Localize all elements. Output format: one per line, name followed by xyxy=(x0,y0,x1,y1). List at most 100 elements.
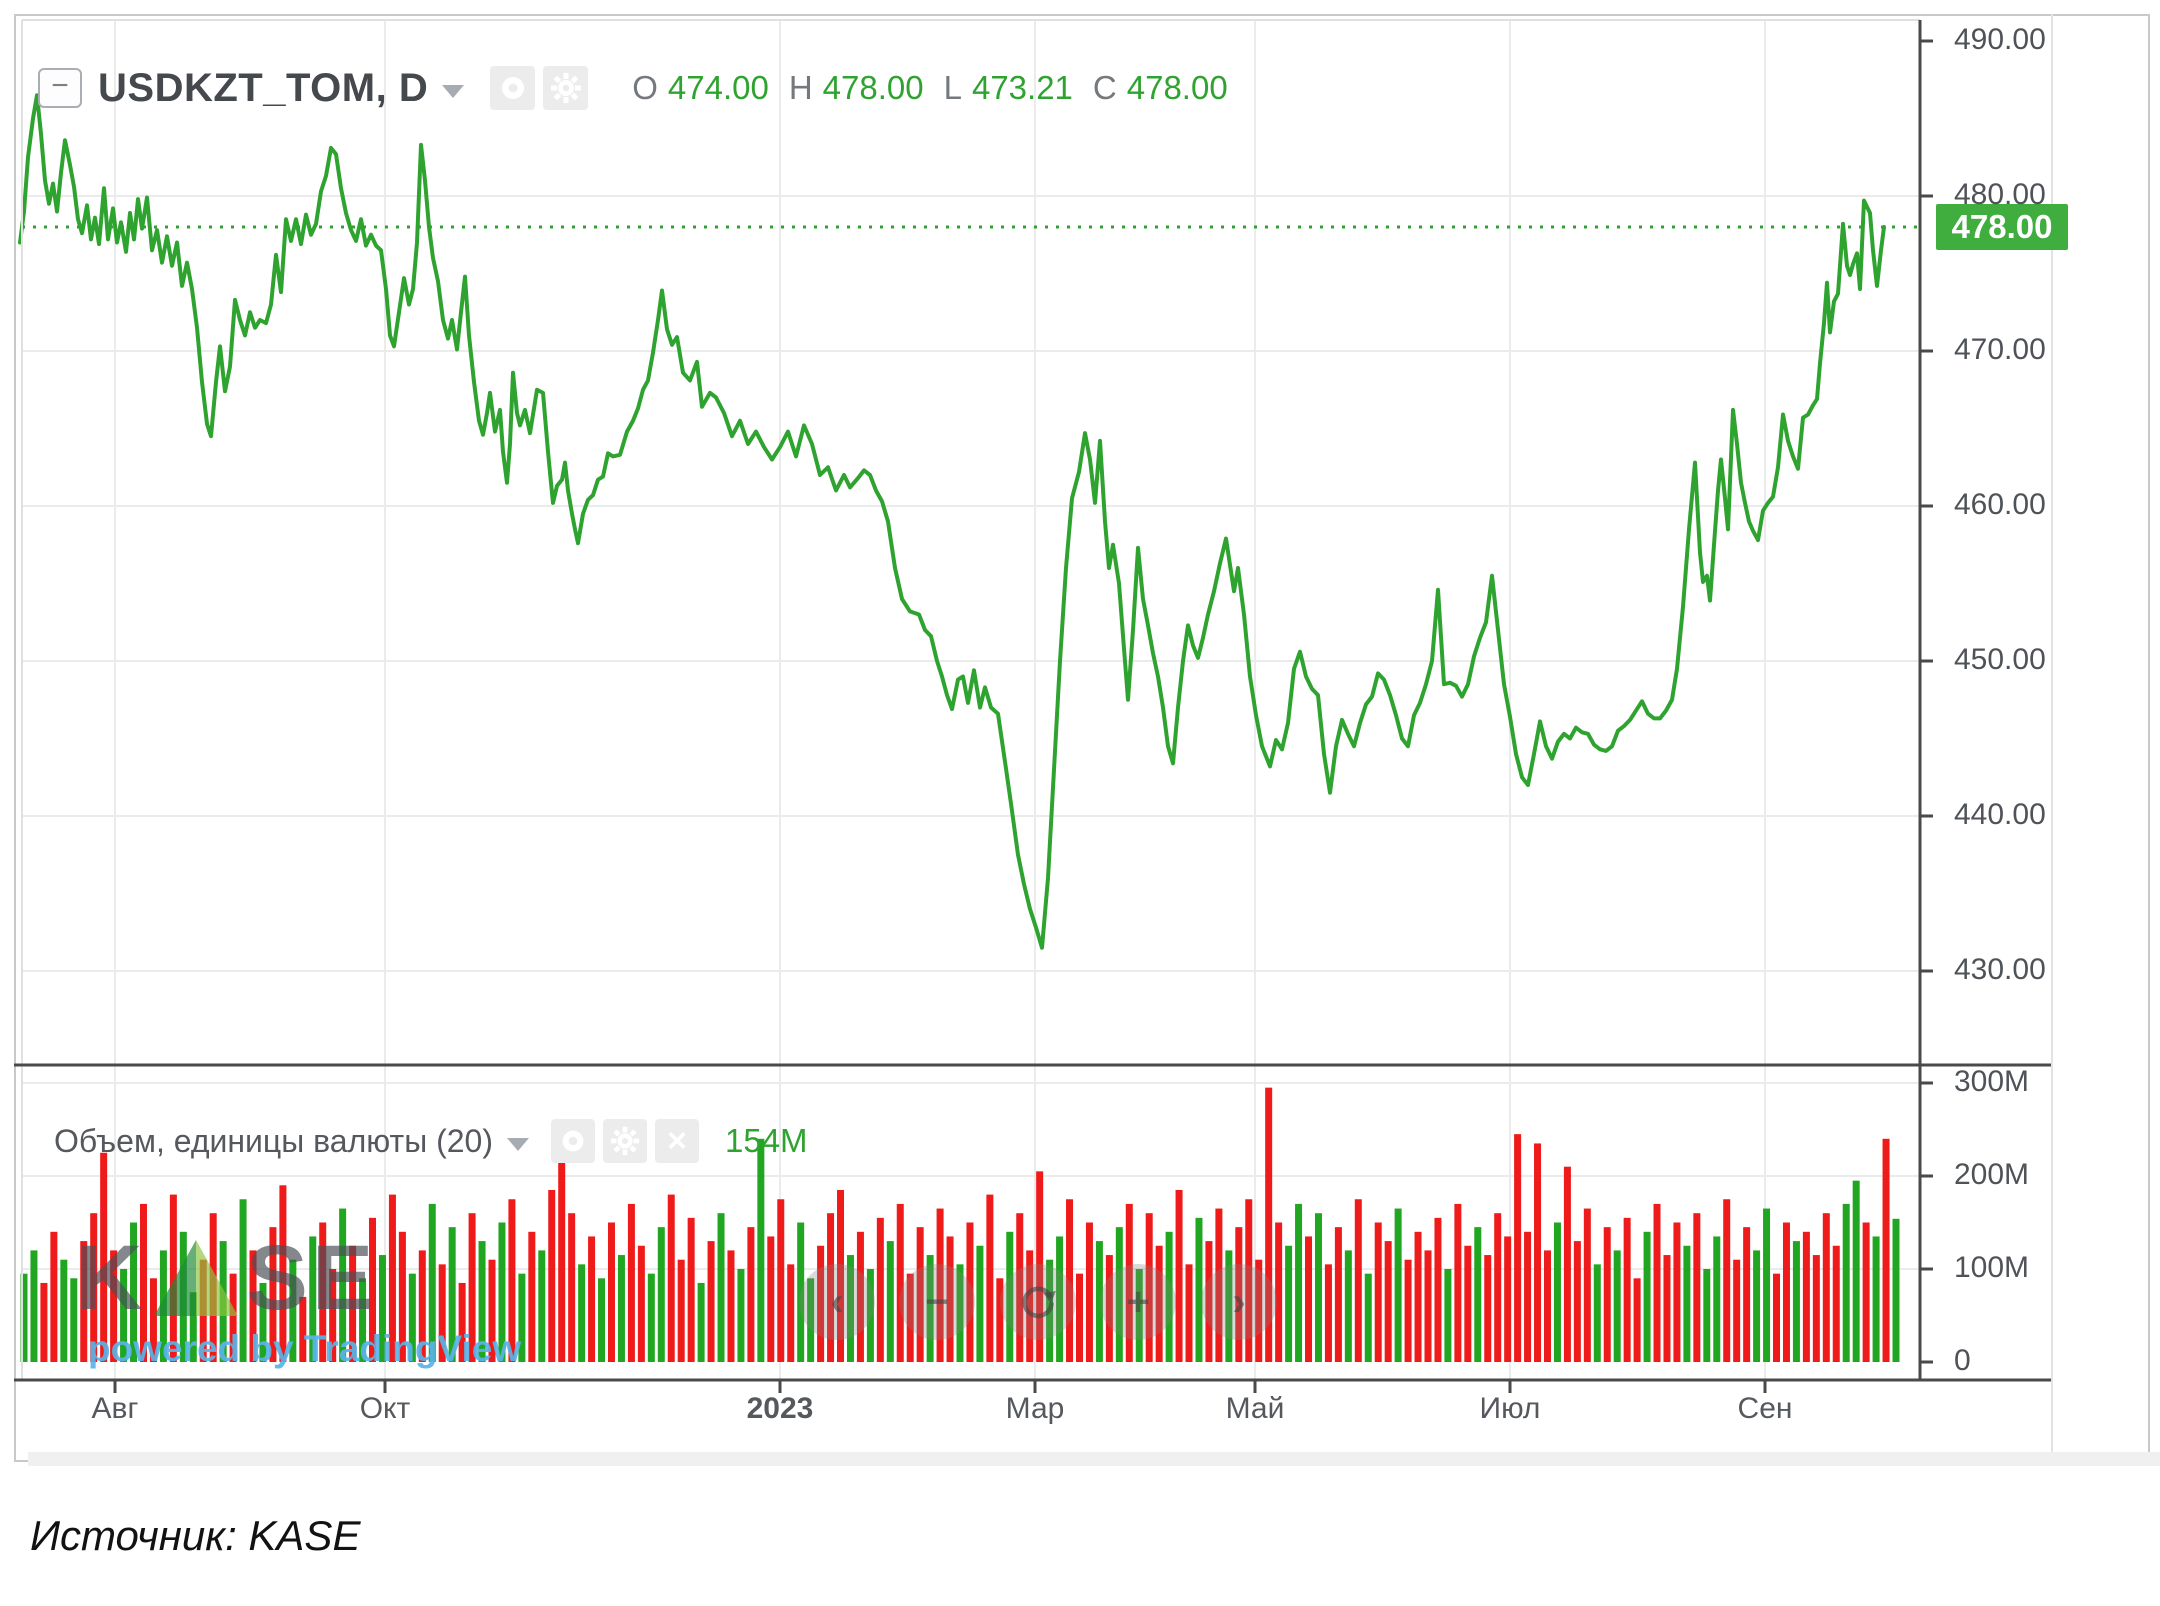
symbol-title[interactable]: USDKZT_TOM, D xyxy=(98,65,429,110)
volume-bar xyxy=(1494,1213,1502,1362)
volume-bar xyxy=(1056,1236,1064,1362)
volume-bar xyxy=(936,1208,944,1362)
volume-bar xyxy=(438,1264,446,1362)
volume-bar xyxy=(1613,1250,1621,1362)
volume-bar xyxy=(1534,1143,1542,1362)
scroll-right-button[interactable]: › xyxy=(1201,1264,1277,1340)
volume-header: Объем, единицы валюты (20) × xyxy=(54,1116,808,1166)
volume-bar xyxy=(428,1203,436,1362)
eye-icon xyxy=(562,1130,584,1152)
gear-icon xyxy=(550,73,581,103)
volume-bar xyxy=(787,1264,795,1362)
volume-bar xyxy=(388,1194,396,1362)
volume-bar xyxy=(548,1189,556,1362)
volume-indicator-title[interactable]: Объем, единицы валюты (20) xyxy=(54,1122,493,1159)
volume-bar xyxy=(1374,1222,1382,1362)
volume-bar xyxy=(1434,1217,1442,1362)
volume-bar xyxy=(1334,1227,1342,1362)
volume-bar xyxy=(856,1231,864,1362)
volume-bar xyxy=(777,1199,785,1362)
volume-bar xyxy=(1703,1269,1711,1362)
chevron-down-icon[interactable] xyxy=(442,84,465,98)
volume-bar xyxy=(986,1194,994,1362)
volume-bar xyxy=(827,1213,835,1362)
time-scale[interactable] xyxy=(14,1382,2049,1446)
volume-bar xyxy=(189,1292,197,1362)
volume-bar xyxy=(1265,1087,1273,1362)
volume-bar xyxy=(1285,1245,1293,1362)
volume-bar xyxy=(179,1231,187,1362)
volume-remove-button[interactable]: × xyxy=(655,1119,699,1163)
volume-bar xyxy=(1673,1222,1681,1362)
volume-bar xyxy=(1384,1241,1392,1362)
volume-bar xyxy=(1842,1203,1850,1362)
volume-bar xyxy=(299,1296,307,1362)
volume-bar xyxy=(1215,1208,1223,1362)
volume-bar xyxy=(219,1241,227,1362)
volume-bar xyxy=(737,1269,745,1362)
volume-bar xyxy=(588,1236,596,1362)
scroll-left-button[interactable]: ‹ xyxy=(799,1264,875,1340)
volume-bar xyxy=(1235,1227,1243,1362)
volume-bar xyxy=(598,1278,606,1362)
volume-bar xyxy=(1454,1203,1462,1362)
volume-bar xyxy=(1603,1227,1611,1362)
zoom-in-button[interactable]: + xyxy=(1100,1264,1176,1340)
volume-bar xyxy=(1424,1250,1432,1362)
volume-bar xyxy=(916,1227,924,1362)
volume-bar xyxy=(1225,1250,1233,1362)
chart-canvas[interactable] xyxy=(14,14,2146,1458)
volume-bar xyxy=(378,1255,386,1362)
volume-bar xyxy=(40,1282,48,1362)
volume-bar xyxy=(100,1152,108,1362)
volume-bar xyxy=(239,1199,247,1362)
volume-bar xyxy=(1394,1208,1402,1362)
volume-bar xyxy=(1892,1218,1900,1362)
volume-bar xyxy=(1305,1236,1313,1362)
volume-bar xyxy=(697,1282,705,1362)
volume-bar xyxy=(1275,1222,1283,1362)
volume-bar xyxy=(1255,1259,1263,1362)
volume-visibility-button[interactable] xyxy=(551,1119,595,1163)
volume-bar xyxy=(1115,1227,1123,1362)
volume-bar xyxy=(528,1231,536,1362)
volume-bar xyxy=(1593,1264,1601,1362)
volume-bar xyxy=(1822,1213,1830,1362)
volume-bar xyxy=(1026,1250,1034,1362)
price-scale[interactable] xyxy=(1922,20,2147,1390)
volume-bar xyxy=(1802,1231,1810,1362)
gridlines xyxy=(22,20,1920,1380)
zoom-out-button[interactable]: − xyxy=(899,1264,975,1340)
reset-chart-button[interactable] xyxy=(1000,1264,1076,1340)
volume-settings-button[interactable] xyxy=(603,1119,647,1163)
volume-bar xyxy=(329,1269,337,1362)
volume-bar xyxy=(1723,1199,1731,1362)
volume-bar xyxy=(120,1269,128,1362)
volume-bar xyxy=(80,1241,88,1362)
volume-bar xyxy=(1882,1138,1890,1362)
volume-bar xyxy=(886,1241,894,1362)
volume-bar xyxy=(1295,1203,1303,1362)
visibility-icon-button[interactable] xyxy=(490,66,536,110)
volume-bar xyxy=(339,1208,347,1362)
volume-bar xyxy=(657,1227,665,1362)
volume-bar xyxy=(996,1278,1004,1362)
volume-bar xyxy=(319,1222,327,1362)
volume-bar xyxy=(1782,1222,1790,1362)
settings-icon-button[interactable] xyxy=(543,66,589,110)
chevron-down-icon[interactable] xyxy=(507,1137,529,1151)
volume-bar xyxy=(757,1138,765,1362)
collapse-pane-button[interactable]: − xyxy=(38,68,82,108)
volume-bar xyxy=(359,1278,367,1362)
volume-bar xyxy=(60,1259,68,1362)
volume-bar xyxy=(1524,1231,1532,1362)
volume-bar xyxy=(1165,1231,1173,1362)
volume-bar xyxy=(110,1250,118,1362)
volume-bar xyxy=(1036,1171,1044,1362)
volume-bar xyxy=(289,1259,297,1362)
volume-bar xyxy=(199,1259,207,1362)
volume-bar xyxy=(159,1250,167,1362)
source-caption: Источник: KASE xyxy=(30,1512,361,1559)
volume-bar xyxy=(369,1217,377,1362)
volume-bar xyxy=(946,1236,954,1362)
